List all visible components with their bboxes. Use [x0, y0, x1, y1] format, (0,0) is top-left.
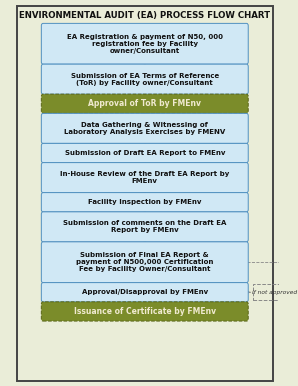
Text: ENVIRONMENTAL AUDIT (EA) PROCESS FLOW CHART: ENVIRONMENTAL AUDIT (EA) PROCESS FLOW CH… [19, 11, 270, 20]
Text: Data Gathering & Witnessing of
Laboratory Analysis Exercises by FMENV: Data Gathering & Witnessing of Laborator… [64, 122, 225, 135]
FancyBboxPatch shape [41, 113, 248, 143]
FancyBboxPatch shape [18, 6, 274, 381]
Text: Submission of comments on the Draft EA
Report by FMEnv: Submission of comments on the Draft EA R… [63, 220, 226, 234]
Text: Submission of EA Terms of Reference
(ToR) by Facility owner/Consultant: Submission of EA Terms of Reference (ToR… [71, 73, 219, 86]
Text: Approval/Disapproval by FMEnv: Approval/Disapproval by FMEnv [82, 289, 208, 295]
FancyBboxPatch shape [41, 242, 248, 283]
Text: Facility Inspection by FMEnv: Facility Inspection by FMEnv [88, 199, 201, 205]
FancyBboxPatch shape [41, 94, 248, 113]
Text: Approval of ToR by FMEnv: Approval of ToR by FMEnv [88, 99, 201, 108]
Text: Submission of Draft EA Report to FMEnv: Submission of Draft EA Report to FMEnv [65, 150, 225, 156]
FancyBboxPatch shape [41, 64, 248, 94]
FancyBboxPatch shape [41, 143, 248, 163]
FancyBboxPatch shape [41, 302, 248, 321]
Text: EA Registration & payment of N50, 000
registration fee by Facility
owner/Consult: EA Registration & payment of N50, 000 re… [67, 34, 223, 54]
Text: if not approved: if not approved [252, 290, 297, 295]
Text: Issuance of Certificate by FMEnv: Issuance of Certificate by FMEnv [74, 307, 216, 316]
FancyBboxPatch shape [41, 212, 248, 242]
Text: In-House Review of the Draft EA Report by
FMEnv: In-House Review of the Draft EA Report b… [60, 171, 229, 184]
FancyBboxPatch shape [41, 24, 248, 64]
Text: Submission of Final EA Report &
payment of N500,000 Certification
Fee by Facilit: Submission of Final EA Report & payment … [76, 252, 213, 273]
FancyBboxPatch shape [41, 283, 248, 302]
FancyBboxPatch shape [41, 193, 248, 212]
FancyBboxPatch shape [41, 163, 248, 193]
